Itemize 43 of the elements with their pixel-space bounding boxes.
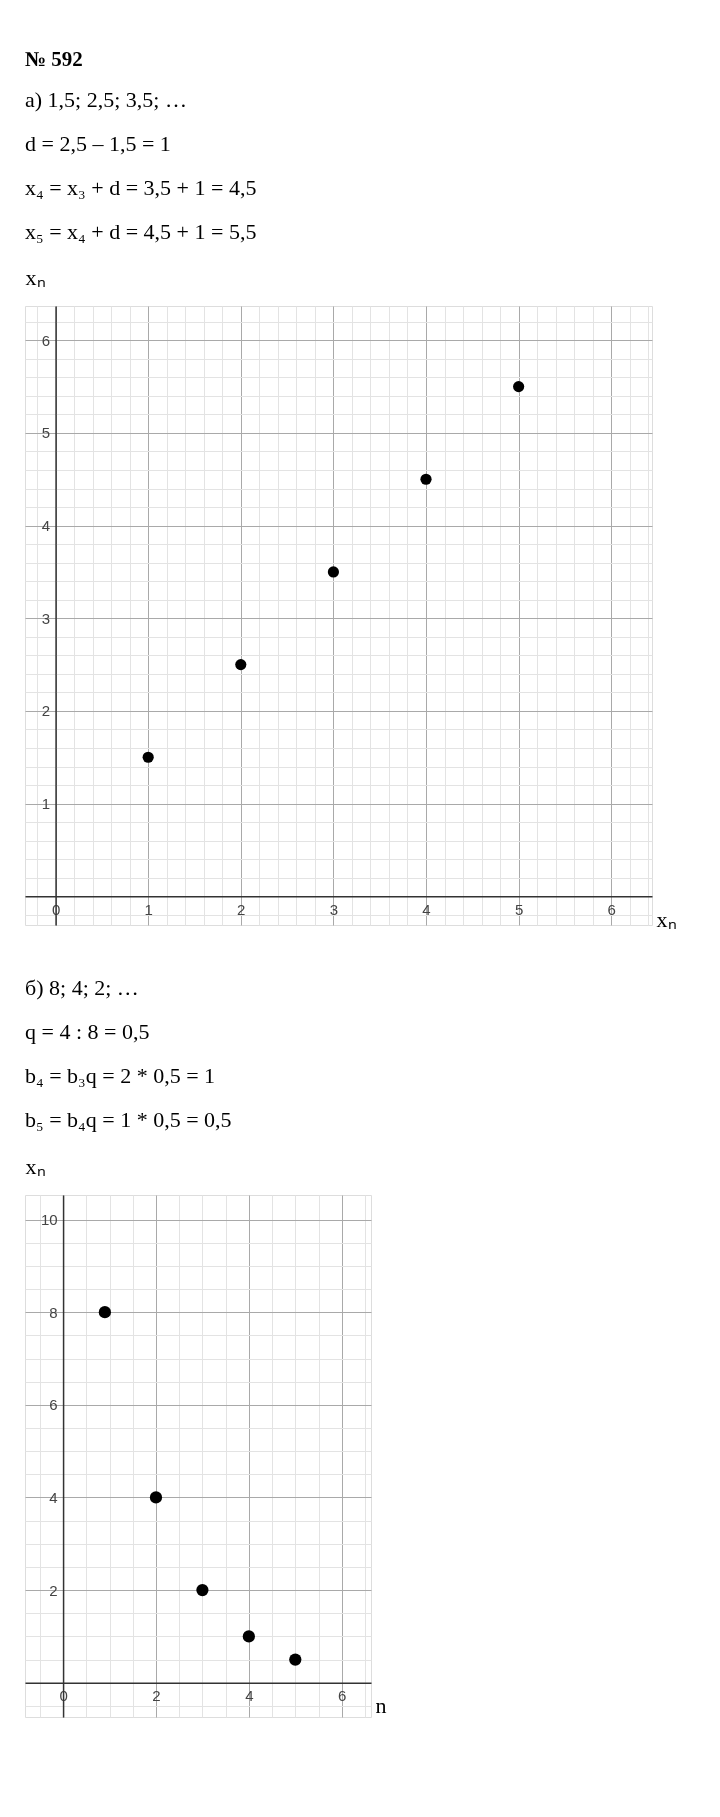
y-tick-label: 3	[41, 609, 51, 627]
x-tick-label: 5	[514, 900, 524, 918]
point	[142, 751, 154, 763]
x-tick-label: 2	[237, 900, 246, 918]
text: b₅ = b₄q = 1 * 0,5 = 0,5	[25, 1107, 232, 1132]
point	[196, 1583, 209, 1597]
point	[420, 473, 432, 485]
point	[327, 566, 339, 578]
y-tick-label: 10	[40, 1211, 58, 1229]
y-axis-title: xₙ	[25, 1153, 46, 1179]
text: б) 8; 4; 2; …	[25, 975, 139, 1000]
text: d = 2,5 – 1,5 = 1	[25, 131, 171, 156]
text: x₅ = x₄ + d = 4,5 + 1 = 5,5	[25, 219, 257, 244]
y-tick-label: 6	[41, 331, 51, 349]
x-tick-label: 4	[245, 1687, 254, 1705]
y-tick-label: 5	[41, 424, 51, 442]
x-tick-label: 6	[338, 1687, 347, 1705]
chart-title: № 592	[25, 47, 83, 71]
point	[149, 1491, 163, 1504]
point	[242, 1630, 255, 1643]
point	[289, 1653, 302, 1666]
text: а) 1,5; 2,5; 3,5; …	[25, 87, 187, 112]
y-tick-label: 6	[49, 1396, 58, 1414]
x-tick-label: 6	[607, 900, 616, 918]
x-axis-title: xₙ	[656, 906, 677, 932]
y-tick-label: 8	[49, 1303, 58, 1321]
text: q = 4 : 8 = 0,5	[25, 1019, 150, 1044]
y-tick-label: 2	[41, 702, 51, 720]
x-axis-title: n	[375, 1693, 387, 1719]
x-tick-label: 4	[422, 900, 431, 918]
text: b₄ = b₃q = 2 * 0,5 = 1	[25, 1063, 216, 1088]
text: x₄ = x₃ + d = 3,5 + 1 = 4,5	[25, 175, 257, 200]
y-tick-label: 4	[41, 517, 51, 535]
point	[98, 1306, 112, 1319]
y-axis-title: xₙ	[25, 264, 46, 290]
x-tick-label: 3	[329, 900, 339, 918]
y-tick-label: 1	[41, 795, 51, 813]
y-tick-label: 2	[49, 1581, 58, 1599]
point	[235, 659, 247, 671]
point	[513, 381, 525, 393]
y-tick-label: 4	[49, 1488, 58, 1506]
x-tick-label: 2	[152, 1687, 161, 1705]
x-tick-label: 1	[144, 900, 153, 918]
